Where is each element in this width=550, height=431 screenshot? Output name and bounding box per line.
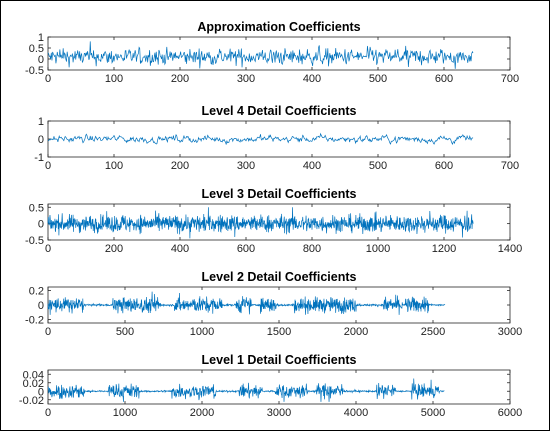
series-line-4 bbox=[47, 291, 446, 315]
y-tick-label: 0.02 bbox=[23, 378, 44, 390]
y-tick-label: 0.2 bbox=[29, 286, 44, 298]
x-tick-label: 0 bbox=[45, 326, 51, 338]
x-tick-label: 500 bbox=[116, 326, 134, 338]
y-tick-label: 0 bbox=[38, 54, 44, 66]
y-tick-label: -0.5 bbox=[25, 65, 44, 77]
x-tick-label: 6000 bbox=[498, 407, 522, 419]
x-tick-label: 600 bbox=[435, 160, 453, 172]
y-tick-label: 0.04 bbox=[23, 369, 44, 381]
y-tick-label: 0.5 bbox=[29, 202, 44, 214]
y-tick-label: -0.2 bbox=[25, 314, 44, 326]
x-tick-label: 200 bbox=[171, 160, 189, 172]
y-tick-label: 0 bbox=[38, 300, 44, 312]
y-tick-label: 0 bbox=[38, 134, 44, 146]
x-tick-label: 3000 bbox=[267, 407, 291, 419]
x-tick-label: 2000 bbox=[344, 326, 368, 338]
x-tick-label: 600 bbox=[435, 73, 453, 85]
axes-box-1 bbox=[47, 36, 511, 71]
x-tick-label: 500 bbox=[369, 160, 387, 172]
x-tick-label: 200 bbox=[105, 243, 123, 255]
y-tick-label: -0.5 bbox=[25, 235, 44, 247]
x-tick-label: 100 bbox=[105, 73, 123, 85]
x-tick-label: 300 bbox=[237, 73, 255, 85]
chart-title-4: Level 2 Detail Coefficients bbox=[202, 270, 357, 284]
x-tick-label: 1500 bbox=[267, 326, 291, 338]
x-tick-label: 1000 bbox=[190, 326, 214, 338]
chart-title-5: Level 1 Detail Coefficients bbox=[202, 353, 357, 367]
x-tick-label: 700 bbox=[501, 160, 519, 172]
x-tick-label: 1000 bbox=[366, 243, 390, 255]
x-tick-label: 2500 bbox=[421, 326, 445, 338]
y-tick-label: 1 bbox=[38, 116, 44, 128]
x-tick-label: 4000 bbox=[344, 407, 368, 419]
series-line-5 bbox=[47, 378, 445, 402]
x-tick-label: 0 bbox=[45, 160, 51, 172]
x-tick-label: 400 bbox=[303, 73, 321, 85]
x-tick-label: 0 bbox=[45, 73, 51, 85]
y-tick-label: -0.02 bbox=[19, 395, 44, 407]
x-tick-label: 400 bbox=[303, 160, 321, 172]
x-tick-label: 800 bbox=[303, 243, 321, 255]
chart-title-2: Level 4 Detail Coefficients bbox=[202, 104, 357, 118]
x-tick-label: 600 bbox=[237, 243, 255, 255]
y-tick-label: 0 bbox=[38, 219, 44, 231]
x-tick-label: 500 bbox=[369, 73, 387, 85]
y-tick-label: 1 bbox=[38, 32, 44, 44]
x-tick-label: 1400 bbox=[498, 243, 522, 255]
chart-title-3: Level 3 Detail Coefficients bbox=[202, 187, 357, 201]
series-line-2 bbox=[47, 132, 474, 146]
x-tick-label: 5000 bbox=[421, 407, 445, 419]
x-tick-label: 1200 bbox=[432, 243, 456, 255]
y-tick-label: -1 bbox=[34, 152, 44, 164]
x-tick-label: 2000 bbox=[190, 407, 214, 419]
x-tick-label: 0 bbox=[45, 243, 51, 255]
x-tick-label: 700 bbox=[501, 73, 519, 85]
y-tick-label: 0.5 bbox=[29, 43, 44, 55]
chart-title-1: Approximation Coefficients bbox=[197, 20, 360, 34]
x-tick-label: 200 bbox=[171, 73, 189, 85]
x-tick-label: 3000 bbox=[498, 326, 522, 338]
x-tick-label: 100 bbox=[105, 160, 123, 172]
x-tick-label: 400 bbox=[171, 243, 189, 255]
x-tick-label: 300 bbox=[237, 160, 255, 172]
y-tick-label: 0 bbox=[38, 386, 44, 398]
series-line-1 bbox=[47, 41, 474, 69]
x-tick-label: 1000 bbox=[113, 407, 137, 419]
series-line-3 bbox=[47, 207, 474, 239]
x-tick-label: 0 bbox=[45, 407, 51, 419]
